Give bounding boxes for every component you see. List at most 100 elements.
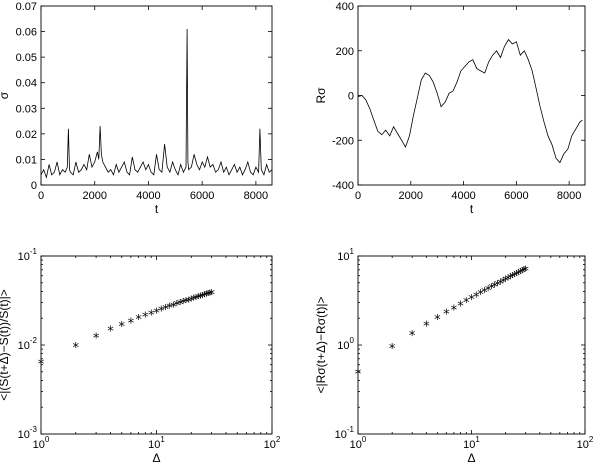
x-tick-label-exponent: 0 — [362, 435, 367, 444]
data-point: * — [481, 286, 488, 301]
x-axis-label: Δ — [467, 451, 475, 465]
y-tick-label: 0 — [348, 91, 354, 103]
axes-frame — [40, 5, 273, 186]
data-point: * — [517, 267, 524, 282]
y-axis-label: <|Rσ(t+Δ)−Rσ(t)|> — [314, 296, 328, 393]
x-tick-label-base: 10 — [264, 439, 276, 451]
x-tick-label-base: 10 — [463, 439, 475, 451]
y-tick-label-exponent: -1 — [30, 247, 38, 256]
data-point: * — [107, 325, 114, 340]
data-point: * — [507, 272, 514, 287]
x-tick-label: 6000 — [504, 190, 528, 202]
x-tick-label: 2000 — [399, 190, 423, 202]
data-point: * — [128, 316, 135, 331]
y-tick-label-exponent: -2 — [30, 336, 38, 345]
x-axis-label: Δ — [152, 451, 160, 465]
data-point: * — [197, 291, 204, 306]
x-tick-label-exponent: 2 — [589, 435, 594, 444]
x-tick-label: 4000 — [451, 190, 475, 202]
x-axis-label: t — [155, 202, 159, 216]
x-tick-label: 8000 — [557, 190, 581, 202]
data-point: * — [505, 273, 512, 288]
data-point: * — [521, 265, 528, 280]
data-point: * — [434, 313, 441, 328]
data-point: * — [457, 299, 464, 314]
series-line — [41, 28, 272, 179]
y-tick-label-base: 10 — [18, 340, 30, 352]
data-point: * — [118, 320, 125, 335]
data-point: * — [170, 300, 177, 315]
y-tick-label-base: 10 — [18, 429, 30, 441]
y-axis-label: <|(S(t+Δ)−S(t))/S(t)|> — [0, 289, 11, 401]
y-tick-label-base: 10 — [337, 251, 349, 263]
data-point: * — [190, 294, 197, 309]
y-tick-label-exponent: 0 — [350, 336, 355, 345]
y-tick-label: 0.04 — [16, 78, 37, 90]
y-axis-label: Rσ — [314, 87, 328, 104]
x-tick-label: 102 — [577, 435, 594, 451]
x-tick-label-base: 10 — [33, 439, 45, 451]
y-tick-label: 0.06 — [16, 27, 37, 39]
y-tick-label-exponent: -1 — [347, 425, 355, 434]
data-point: * — [509, 271, 516, 286]
x-tick-label-base: 10 — [350, 439, 362, 451]
x-tick-label: 100 — [33, 435, 50, 451]
y-tick-label: 10-1 — [335, 425, 355, 441]
y-tick-label: 200 — [336, 46, 354, 58]
data-point: * — [188, 294, 195, 309]
data-point: * — [473, 291, 480, 306]
data-point: * — [519, 266, 526, 281]
data-point: * — [195, 292, 202, 307]
data-point: * — [38, 357, 45, 372]
x-tick-label: 8000 — [244, 190, 268, 202]
y-tick-label: 100 — [337, 336, 354, 352]
data-point: * — [93, 331, 100, 346]
chart-panel-p2: 0 2000 4000 6000 8000 -400 -200 0 200 400 t Rσ — [314, 1, 586, 216]
x-tick-label-base: 10 — [148, 439, 160, 451]
data-point: * — [511, 270, 518, 285]
x-tick-label-exponent: 1 — [160, 435, 165, 444]
x-tick-label: 4000 — [136, 190, 160, 202]
x-axis-label: t — [470, 202, 474, 216]
data-point: * — [201, 290, 208, 305]
chart-panel-p3: 100 101 10210-310-210-1Δ<|(S(t+Δ)−S(t))/S(… — [0, 247, 281, 465]
y-tick-label: 101 — [337, 247, 354, 263]
y-tick-label: 0.02 — [16, 129, 37, 141]
data-point: * — [409, 329, 416, 344]
y-axis-label: σ — [0, 91, 11, 99]
data-point: * — [205, 289, 212, 304]
data-point: * — [183, 296, 190, 311]
y-tick-label: 0 — [31, 180, 37, 192]
data-point: * — [491, 280, 498, 295]
data-point: * — [494, 279, 501, 294]
chart-panel-p1: 0 2000 4000 6000 8000 0 0.01 0.02 0.03 0.04 0.05 0.… — [0, 1, 273, 216]
axes-frame — [357, 5, 586, 186]
y-tick-label: 0.03 — [16, 103, 37, 115]
x-tick-label-exponent: 2 — [276, 435, 281, 444]
data-point: * — [515, 268, 522, 283]
x-tick-label: 102 — [264, 435, 281, 451]
data-point: * — [502, 275, 509, 290]
data-point: * — [513, 269, 520, 284]
data-point: * — [488, 282, 495, 297]
data-point: * — [153, 306, 160, 321]
data-point: * — [451, 303, 458, 318]
y-tick-label: 10-1 — [18, 247, 38, 263]
data-point: * — [199, 291, 206, 306]
data-point: * — [485, 284, 492, 299]
data-point: * — [135, 313, 142, 328]
data-point: * — [177, 298, 184, 313]
data-point: * — [389, 342, 396, 357]
data-point: * — [355, 367, 362, 382]
y-tick-label: -200 — [332, 135, 354, 147]
data-point: * — [180, 297, 187, 312]
data-point: * — [203, 290, 210, 305]
y-tick-label-exponent: 1 — [350, 247, 355, 256]
data-point: * — [497, 277, 504, 292]
data-point: * — [208, 288, 215, 303]
x-tick-label-base: 10 — [577, 439, 589, 451]
x-tick-label: 0 — [38, 190, 44, 202]
data-point: * — [193, 293, 200, 308]
